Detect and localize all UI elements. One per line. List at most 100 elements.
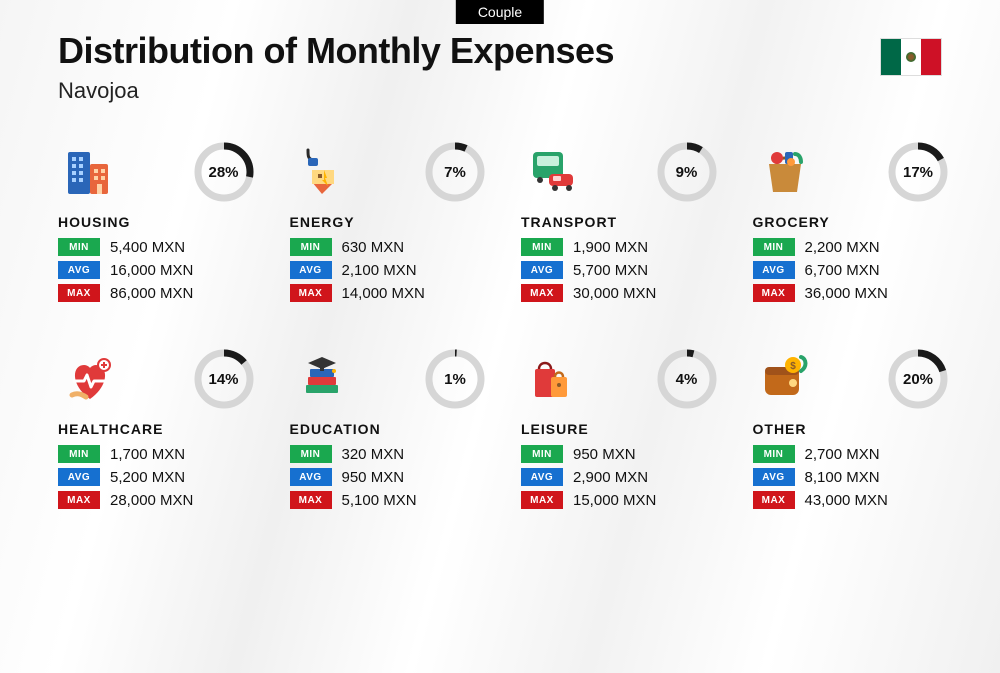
stat-row-avg: AVG 16,000 MXN [58, 261, 260, 279]
avg-value: 5,700 MXN [573, 262, 648, 279]
category-card: 28% HOUSING MIN 5,400 MXN AVG 16,000 MXN… [58, 140, 260, 307]
avg-badge: AVG [521, 261, 563, 279]
category-card: 14% HEALTHCARE MIN 1,700 MXN AVG 5,200 M… [58, 347, 260, 514]
max-value: 36,000 MXN [805, 285, 888, 302]
stat-row-avg: AVG 2,100 MXN [290, 261, 492, 279]
avg-value: 6,700 MXN [805, 262, 880, 279]
avg-value: 16,000 MXN [110, 262, 193, 279]
min-badge: MIN [753, 238, 795, 256]
avg-badge: AVG [58, 468, 100, 486]
page-title: Distribution of Monthly Expenses [58, 30, 942, 72]
stat-row-avg: AVG 6,700 MXN [753, 261, 955, 279]
category-name: ENERGY [290, 214, 492, 230]
percent-label: 4% [657, 349, 717, 409]
avg-badge: AVG [290, 261, 332, 279]
stat-row-avg: AVG 8,100 MXN [753, 468, 955, 486]
max-value: 43,000 MXN [805, 492, 888, 509]
stat-row-avg: AVG 950 MXN [290, 468, 492, 486]
stat-row-min: MIN 1,700 MXN [58, 445, 260, 463]
category-name: HOUSING [58, 214, 260, 230]
stat-row-max: MAX 86,000 MXN [58, 284, 260, 302]
percent-label: 7% [425, 142, 485, 202]
min-badge: MIN [521, 238, 563, 256]
min-value: 950 MXN [573, 446, 636, 463]
percent-label: 9% [657, 142, 717, 202]
stat-row-avg: AVG 2,900 MXN [521, 468, 723, 486]
stat-row-min: MIN 320 MXN [290, 445, 492, 463]
max-badge: MAX [290, 284, 332, 302]
max-value: 86,000 MXN [110, 285, 193, 302]
stat-row-max: MAX 14,000 MXN [290, 284, 492, 302]
category-card: 7% ENERGY MIN 630 MXN AVG 2,100 MXN MAX … [290, 140, 492, 307]
category-name: OTHER [753, 421, 955, 437]
max-value: 5,100 MXN [342, 492, 417, 509]
percent-label: 28% [194, 142, 254, 202]
min-value: 630 MXN [342, 239, 405, 256]
max-badge: MAX [521, 284, 563, 302]
stat-row-min: MIN 2,700 MXN [753, 445, 955, 463]
avg-value: 8,100 MXN [805, 469, 880, 486]
category-card: 17% GROCERY MIN 2,200 MXN AVG 6,700 MXN … [753, 140, 955, 307]
percent-ring: 1% [425, 349, 485, 409]
category-name: LEISURE [521, 421, 723, 437]
healthcare-icon [58, 347, 122, 411]
max-value: 28,000 MXN [110, 492, 193, 509]
header: Distribution of Monthly Expenses Navojoa [58, 30, 942, 104]
min-value: 320 MXN [342, 446, 405, 463]
category-name: TRANSPORT [521, 214, 723, 230]
stat-row-avg: AVG 5,700 MXN [521, 261, 723, 279]
avg-value: 5,200 MXN [110, 469, 185, 486]
stat-row-max: MAX 28,000 MXN [58, 491, 260, 509]
min-badge: MIN [290, 238, 332, 256]
percent-ring: 14% [194, 349, 254, 409]
avg-badge: AVG [753, 261, 795, 279]
max-badge: MAX [753, 284, 795, 302]
min-value: 2,200 MXN [805, 239, 880, 256]
household-badge: Couple [456, 0, 544, 24]
category-grid: 28% HOUSING MIN 5,400 MXN AVG 16,000 MXN… [58, 140, 954, 514]
min-value: 1,700 MXN [110, 446, 185, 463]
stat-row-min: MIN 5,400 MXN [58, 238, 260, 256]
category-name: EDUCATION [290, 421, 492, 437]
avg-badge: AVG [290, 468, 332, 486]
avg-badge: AVG [753, 468, 795, 486]
percent-ring: 17% [888, 142, 948, 202]
stat-row-min: MIN 950 MXN [521, 445, 723, 463]
stat-row-max: MAX 43,000 MXN [753, 491, 955, 509]
mexico-flag-icon [880, 38, 942, 76]
max-badge: MAX [58, 284, 100, 302]
svg-text:$: $ [790, 361, 796, 372]
category-name: HEALTHCARE [58, 421, 260, 437]
percent-ring: 7% [425, 142, 485, 202]
other-icon: $ [753, 347, 817, 411]
percent-label: 17% [888, 142, 948, 202]
city-subtitle: Navojoa [58, 78, 942, 104]
min-badge: MIN [290, 445, 332, 463]
stat-row-min: MIN 630 MXN [290, 238, 492, 256]
category-card: 9% TRANSPORT MIN 1,900 MXN AVG 5,700 MXN… [521, 140, 723, 307]
avg-value: 2,900 MXN [573, 469, 648, 486]
min-badge: MIN [58, 445, 100, 463]
education-icon [290, 347, 354, 411]
stat-row-min: MIN 1,900 MXN [521, 238, 723, 256]
min-badge: MIN [753, 445, 795, 463]
category-card: $ 20% OTHER MIN 2,700 MXN AVG 8,100 MXN … [753, 347, 955, 514]
max-badge: MAX [58, 491, 100, 509]
stat-row-max: MAX 15,000 MXN [521, 491, 723, 509]
stat-row-min: MIN 2,200 MXN [753, 238, 955, 256]
grocery-icon [753, 140, 817, 204]
stat-row-max: MAX 5,100 MXN [290, 491, 492, 509]
avg-value: 950 MXN [342, 469, 405, 486]
avg-badge: AVG [58, 261, 100, 279]
max-badge: MAX [521, 491, 563, 509]
percent-ring: 20% [888, 349, 948, 409]
energy-icon [290, 140, 354, 204]
leisure-icon [521, 347, 585, 411]
min-value: 2,700 MXN [805, 446, 880, 463]
min-badge: MIN [521, 445, 563, 463]
max-value: 15,000 MXN [573, 492, 656, 509]
percent-ring: 28% [194, 142, 254, 202]
stat-row-max: MAX 30,000 MXN [521, 284, 723, 302]
housing-icon [58, 140, 122, 204]
stat-row-max: MAX 36,000 MXN [753, 284, 955, 302]
